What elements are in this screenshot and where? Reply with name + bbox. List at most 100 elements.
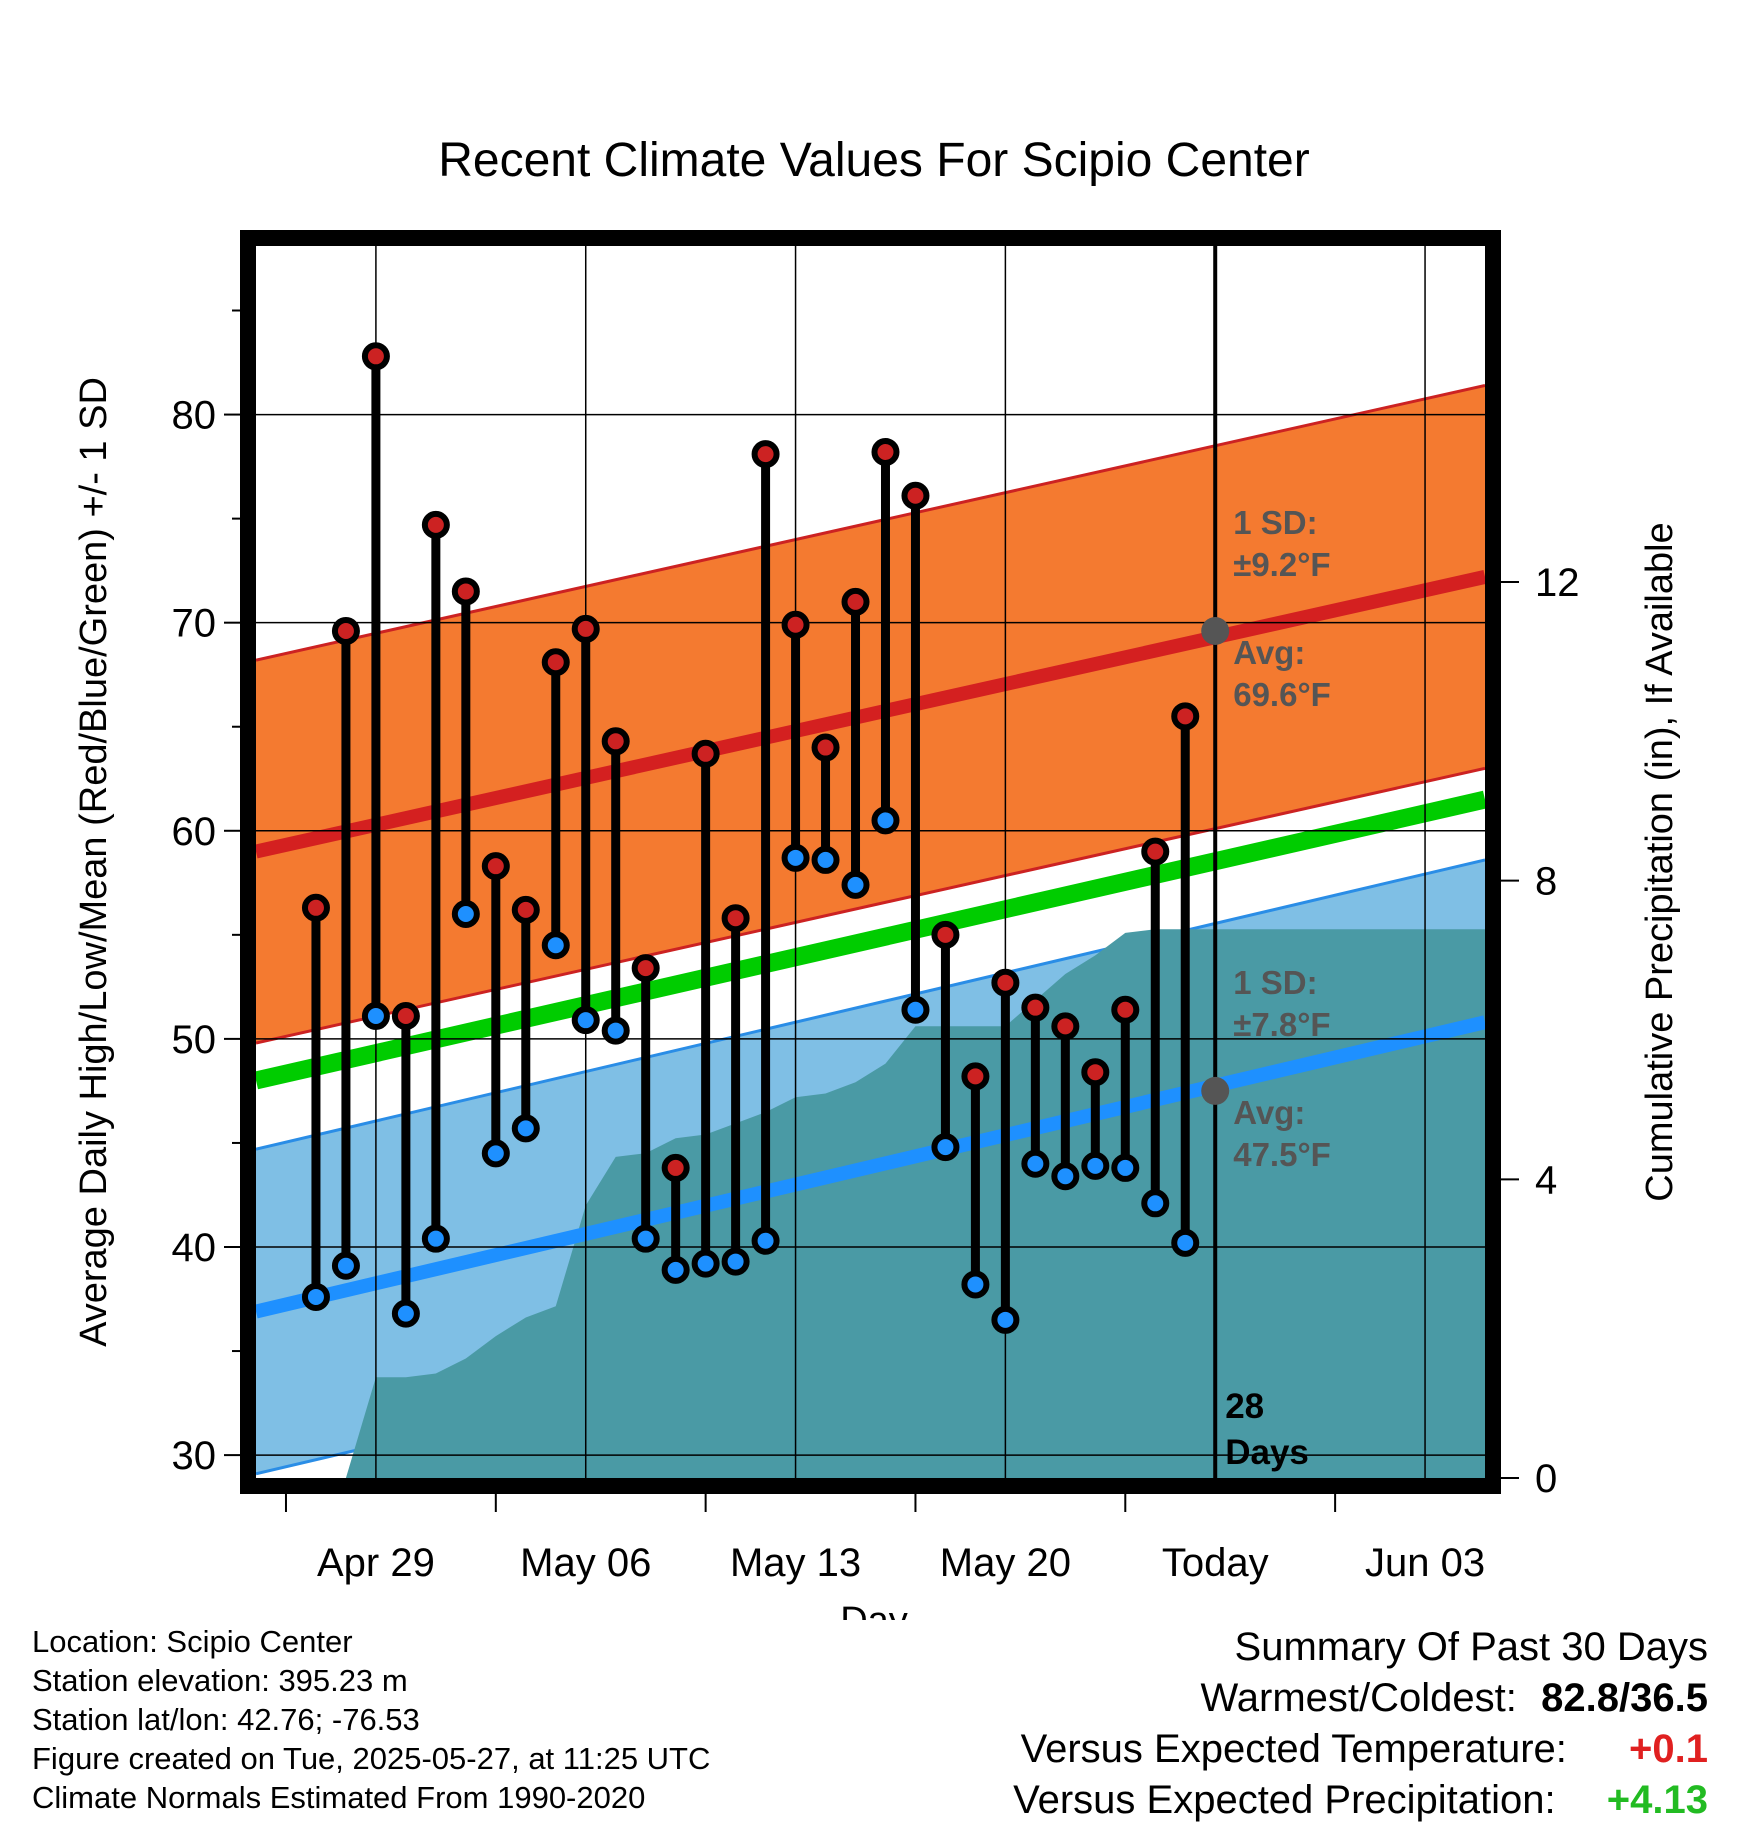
high-point: [511, 895, 540, 924]
chart-title: Recent Climate Values For Scipio Center: [438, 134, 1309, 187]
temp-value: +0.1: [1629, 1727, 1708, 1771]
summary-panel: Summary Of Past 30 Days Warmest/Coldest:…: [808, 1622, 1708, 1826]
plot-area: 1 SD: ±9.2°F Avg: 69.6°F 1 SD: ±7.8°F Avg: 47.5…: [256, 246, 1485, 1478]
low-point: [931, 1133, 960, 1162]
high-point: [871, 438, 900, 467]
high-point: [841, 587, 870, 616]
high-point: [1141, 837, 1170, 866]
high-point: [541, 648, 570, 677]
low-point: [421, 1224, 450, 1253]
high-point: [301, 893, 330, 922]
low-point: [481, 1139, 510, 1168]
low-sd-upper-edge: [256, 858, 1485, 1151]
high-sd-lower-edge: [256, 766, 1485, 1045]
low-point: [691, 1249, 720, 1278]
y2-tick-label: 4: [1535, 1158, 1557, 1202]
x-tick-label: Apr 29: [317, 1541, 435, 1585]
low-point: [331, 1251, 360, 1280]
created-text: Figure created on Tue, 2025-05-27, at 11…: [32, 1741, 711, 1776]
low-sd-label: 1 SD:: [1233, 964, 1317, 1001]
warm-cold-label: Warmest/Coldest:: [1200, 1676, 1517, 1720]
low-point: [391, 1299, 420, 1328]
high-sd-upper-edge: [256, 383, 1485, 662]
high-point: [451, 577, 480, 606]
high-point: [901, 481, 930, 510]
low-point: [1111, 1153, 1140, 1182]
days-count-number: 28: [1225, 1387, 1264, 1426]
low-point: [661, 1255, 690, 1284]
high-point: [1081, 1058, 1110, 1087]
low-point: [361, 1002, 390, 1030]
high-point: [601, 727, 630, 756]
low-point: [991, 1305, 1020, 1334]
mean-normal-line: [256, 790, 1485, 1090]
x-tick-label: May 13: [730, 1541, 861, 1585]
low-point: [511, 1114, 540, 1143]
latlon-text: Station lat/lon: 42.76; -76.53: [32, 1702, 420, 1737]
x-tick-label: Jun 03: [1365, 1541, 1485, 1585]
high-point: [481, 852, 510, 881]
high-point: [1111, 995, 1140, 1024]
x-tick-label: Today: [1162, 1541, 1269, 1585]
low-point: [781, 843, 810, 872]
warm-cold-row: Warmest/Coldest: 82.8/36.5: [808, 1673, 1709, 1724]
y-tick-label: 60: [172, 810, 217, 854]
low-point: [1171, 1228, 1200, 1257]
low-point: [811, 845, 840, 874]
y-tick-label: 70: [172, 602, 217, 646]
high-point: [751, 440, 780, 469]
station-info: Location: Scipio Center Station elevatio…: [32, 1622, 710, 1817]
low-point: [721, 1247, 750, 1276]
high-point: [1171, 702, 1200, 731]
high-point: [811, 733, 840, 762]
low-point: [751, 1226, 780, 1255]
low-point: [1081, 1151, 1110, 1180]
summary-title: Summary Of Past 30 Days: [1234, 1625, 1708, 1669]
low-point: [601, 1016, 630, 1045]
temp-row: Versus Expected Temperature: +0.1: [808, 1724, 1708, 1775]
low-point: [451, 900, 480, 929]
y2-tick-label: 12: [1535, 561, 1580, 605]
precip-label: Versus Expected Precipitation:: [1013, 1778, 1556, 1822]
warm-cold-value: 82.8/36.5: [1541, 1676, 1708, 1720]
cumulative-precip-area: [315, 929, 1485, 1478]
high-point: [781, 610, 810, 639]
y2-axis-label: Cumulative Precipitation (in), If Availa…: [1639, 522, 1681, 1201]
high-point: [421, 510, 450, 539]
high-point: [631, 954, 660, 983]
high-point: [691, 739, 720, 768]
low-avg-value: 47.5°F: [1233, 1136, 1331, 1173]
elevation-text: Station elevation: 395.23 m: [32, 1663, 408, 1698]
x-tick-label: May 06: [520, 1541, 651, 1585]
y-tick-label: 40: [172, 1226, 217, 1270]
low-point: [871, 806, 900, 835]
x-tick-label: May 20: [940, 1541, 1071, 1585]
high-sd-value: ±9.2°F: [1233, 546, 1330, 583]
high-point: [931, 920, 960, 949]
low-point: [541, 931, 570, 960]
plot-frame: [240, 230, 1501, 1494]
low-avg-line: [256, 1015, 1485, 1319]
low-point: [1051, 1162, 1080, 1191]
y-axis-label: Average Daily High/Low/Mean (Red/Blue/Gr…: [73, 377, 115, 1347]
low-point: [1141, 1189, 1170, 1218]
high-avg-value: 69.6°F: [1233, 676, 1331, 713]
high-point: [661, 1153, 690, 1182]
high-avg-today-marker: [1201, 617, 1230, 645]
low-point: [961, 1270, 990, 1299]
low-point: [301, 1282, 330, 1311]
high-point: [391, 1002, 420, 1030]
y2-tick-label: 0: [1535, 1457, 1557, 1501]
low-point: [631, 1224, 660, 1253]
high-point: [1051, 1012, 1080, 1041]
location-text: Location: Scipio Center: [32, 1624, 353, 1659]
low-point: [1021, 1149, 1050, 1178]
high-point: [961, 1062, 990, 1091]
high-point: [361, 342, 390, 371]
precip-row: Versus Expected Precipitation: +4.13: [808, 1775, 1708, 1826]
precip-value: +4.13: [1606, 1778, 1708, 1822]
high-point: [721, 904, 750, 933]
y-tick-label: 30: [172, 1434, 217, 1478]
low-point: [841, 870, 870, 899]
high-avg-label: Avg:: [1233, 634, 1305, 671]
